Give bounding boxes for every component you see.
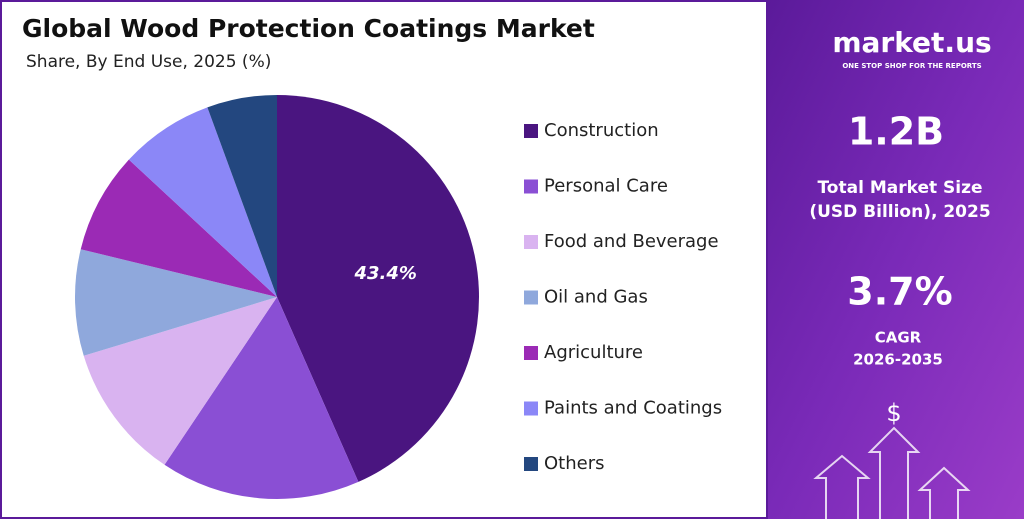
brand: market.us (832, 26, 991, 59)
info-panel (768, 0, 1024, 519)
currency-icon: $ (886, 399, 901, 427)
pie-slice (80, 159, 277, 297)
panel-text: market.us ONE STOP SHOP FOR THE REPORTS … (809, 26, 991, 427)
legend-label: Others (544, 453, 605, 474)
legend-label: Agriculture (544, 342, 643, 363)
legend-label: Oil and Gas (544, 287, 648, 308)
legend-swatch (524, 346, 538, 360)
pie-slice (207, 95, 277, 297)
arrows-icon (813, 426, 971, 519)
legend-swatch (524, 457, 538, 471)
tagline: ONE STOP SHOP FOR THE REPORTS (842, 62, 981, 70)
pie-slice (164, 297, 359, 499)
legend-swatch (524, 235, 538, 249)
legend: Construction Personal Care Food and Bevera… (524, 120, 722, 474)
pie-slice (128, 107, 277, 297)
pie-slice (277, 95, 479, 482)
pie-slice (74, 249, 277, 356)
legend-label: Paints and Coatings (544, 398, 722, 419)
market-size-label: Total Market Size (817, 178, 982, 198)
pie-slice (83, 297, 277, 465)
legend-label: Personal Care (544, 176, 668, 197)
market-size-label: (USD Billion), 2025 (809, 202, 990, 222)
legend-label: Construction (544, 120, 659, 141)
data-label: 43.4% (353, 263, 416, 284)
legend-label: Food and Beverage (544, 231, 719, 252)
cagr-label: CAGR (875, 329, 922, 347)
cagr: 3.7% (847, 270, 952, 314)
legend-swatch (524, 179, 538, 194)
legend-swatch (524, 290, 538, 305)
chart-subtitle: Share, By End Use, 2025 (%) (26, 52, 271, 72)
chart-title: Global Wood Protection Coatings Market (22, 14, 595, 43)
legend-swatch (524, 401, 538, 416)
pie: 43.4% (74, 95, 479, 499)
cagr-label: 2026-2035 (853, 351, 943, 369)
market-size: 1.2B (848, 110, 944, 154)
legend-swatch (524, 124, 538, 138)
